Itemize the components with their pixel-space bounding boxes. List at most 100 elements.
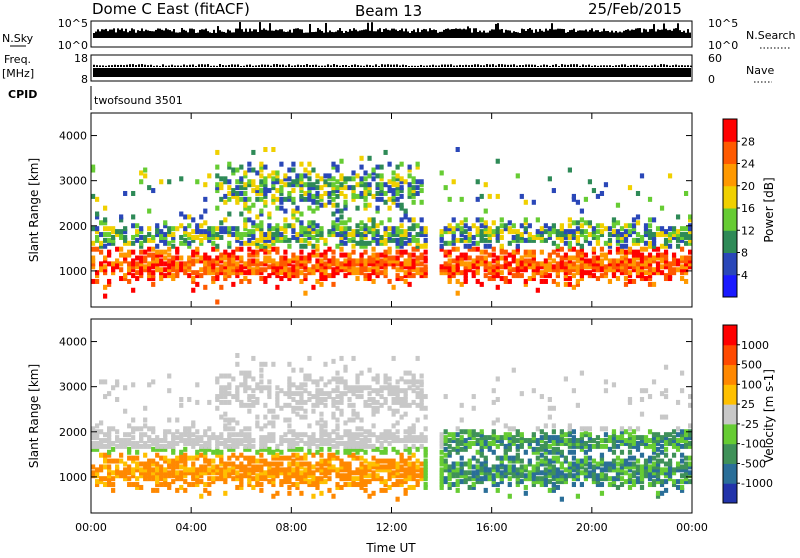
heatmap-cell [439,170,444,176]
heatmap-cell [499,440,504,446]
heatmap-cell [475,196,480,202]
heatmap-cell [263,164,268,170]
nsky-trace-bar [533,32,535,38]
heatmap-cell [567,246,572,252]
heatmap-cell [671,252,677,258]
heatmap-cell [119,252,124,258]
heatmap-cell [551,423,556,429]
heatmap-cell [443,229,448,235]
heatmap-cell [423,232,428,238]
heatmap-cell [415,190,420,196]
nsky-trace-bar [257,32,259,38]
nsky-trace-bar [343,32,345,38]
heatmap-cell [203,487,208,493]
heatmap-cell [235,352,240,358]
heatmap-cell [391,188,396,194]
nsky-trace-bar [567,32,569,38]
heatmap-cell [159,455,164,461]
heatmap-cell [379,252,384,258]
heatmap-cell [571,455,576,461]
heatmap-cell [411,473,416,479]
heatmap-cell [495,193,500,199]
heatmap-cell [615,461,621,467]
heatmap-cell [415,255,420,261]
nsky-trace-bar [639,28,641,38]
heatmap-cell [487,243,492,249]
heatmap-cell [327,190,332,196]
nsky-trace-bar [503,32,505,38]
heatmap-cell [239,190,244,196]
heatmap-cell [135,223,140,229]
nsky-trace-bar [609,32,611,38]
heatmap-cell [555,243,560,249]
heatmap-cell [563,281,568,287]
heatmap-cell [439,470,444,476]
heatmap-cell [583,426,589,432]
heatmap-cell [527,458,532,464]
heatmap-cell [311,394,316,400]
heatmap-cell [343,482,348,488]
nsky-trace-bar [237,28,239,38]
freq-trace-jitter-bar [657,65,659,67]
heatmap-cell [659,226,665,232]
heatmap-cell [339,379,344,385]
heatmap-cell [383,258,388,264]
nsky-trace-bar [137,30,139,38]
heatmap-cell [347,438,352,444]
heatmap-cell [251,355,256,361]
heatmap-cell [651,443,657,449]
heatmap-cell [571,255,576,261]
heatmap-cell [219,476,224,482]
heatmap-cell [631,482,637,488]
heatmap-cell [359,164,364,170]
heatmap-cell [491,276,496,282]
heatmap-cell [647,443,653,449]
heatmap-cell [291,446,296,452]
heatmap-cell [319,388,324,394]
freq-trace-jitter-bar [501,64,503,67]
heatmap-cell [507,220,512,226]
heatmap-cell [95,270,100,276]
heatmap-cell [255,249,260,255]
heatmap-cell [375,196,380,202]
heatmap-cell [531,479,536,485]
heatmap-cell [543,264,548,270]
heatmap-cell [95,440,100,446]
heatmap-cell [239,382,244,388]
heatmap-cell [375,464,380,470]
heatmap-cell [371,278,376,284]
heatmap-cell [283,402,288,408]
heatmap-cell [511,234,516,240]
heatmap-cell [163,220,168,226]
heatmap-cell [319,193,324,199]
heatmap-cell [531,273,536,279]
heatmap-cell [543,223,548,229]
heatmap-cell [275,179,280,185]
nsky-trace-bar [371,22,373,38]
heatmap-cell [155,467,160,473]
heatmap-cell [611,261,617,267]
heatmap-cell [495,464,500,470]
heatmap-cell [275,232,280,238]
heatmap-cell [555,261,560,267]
heatmap-cell [115,438,120,444]
heatmap-cell [247,258,252,264]
heatmap-cell [415,261,420,267]
heatmap-cell [655,490,661,496]
heatmap-cell [323,470,328,476]
heatmap-cell [139,264,144,270]
heatmap-cell [567,423,572,429]
heatmap-cell [451,217,456,223]
heatmap-cell [563,273,568,279]
heatmap-cell [331,196,336,202]
heatmap-cell [171,473,176,479]
nsky-trace-bar [509,30,511,38]
heatmap-cell [547,487,552,493]
heatmap-cell [279,190,284,196]
freq-trace-jitter-bar [558,65,560,67]
heatmap-cell [671,258,677,264]
heatmap-cell [303,473,308,479]
heatmap-cell [459,255,464,261]
heatmap-cell [159,464,164,470]
heatmap-cell [567,276,572,282]
